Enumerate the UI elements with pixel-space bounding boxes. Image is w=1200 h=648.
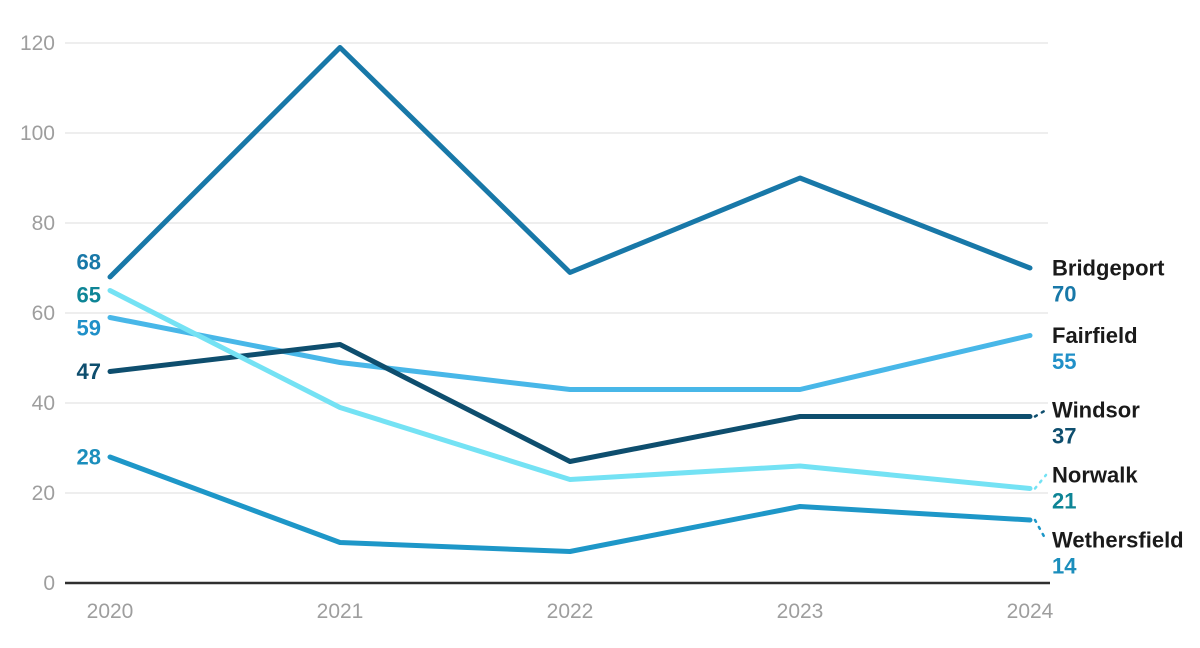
end-series-name-windsor: Windsor [1052,397,1140,422]
x-axis-tick-label: 2022 [547,600,594,623]
series-line-fairfield[interactable] [107,315,1033,392]
y-axis-tick-label: 20 [32,482,55,505]
x-axis-tick-label: 2023 [777,600,824,623]
end-value-label-norwalk: 21 [1052,488,1076,513]
start-value-label-fairfield: 59 [77,315,101,340]
x-axis-tick-label: 2024 [1007,600,1054,623]
x-axis-tick-label: 2020 [87,600,134,623]
end-value-label-wethersfield: 14 [1052,553,1077,578]
y-axis-tick-label: 0 [43,572,55,595]
end-value-label-windsor: 37 [1052,423,1076,448]
start-value-label-bridgeport: 68 [77,249,101,274]
series-line-bridgeport[interactable] [107,45,1033,280]
label-connector-wethersfield [1033,518,1048,542]
y-axis-tick-label: 80 [32,212,55,235]
end-series-name-fairfield: Fairfield [1052,323,1138,348]
end-series-name-bridgeport: Bridgeport [1052,255,1165,280]
label-connector-norwalk [1033,473,1048,490]
end-value-label-fairfield: 55 [1052,349,1076,374]
start-value-label-norwalk: 65 [77,282,101,307]
start-value-label-wethersfield: 28 [77,444,101,469]
end-series-name-wethersfield: Wethersfield [1052,527,1184,552]
series-line-wethersfield[interactable] [107,454,1033,554]
end-value-label-bridgeport: 70 [1052,281,1076,306]
y-axis-tick-label: 120 [20,32,55,55]
end-series-name-norwalk: Norwalk [1052,462,1138,487]
x-axis-tick-label: 2021 [317,600,364,623]
start-value-label-windsor: 47 [77,359,101,384]
series-line-windsor[interactable] [107,342,1033,464]
label-connector-windsor [1033,408,1048,418]
y-axis-tick-label: 60 [32,302,55,325]
y-axis-tick-label: 100 [20,122,55,145]
series-line-norwalk[interactable] [107,288,1033,491]
y-axis-tick-label: 40 [32,392,55,415]
